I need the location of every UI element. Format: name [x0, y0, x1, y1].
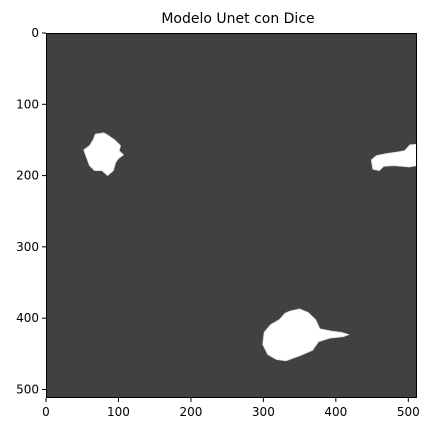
mask-region-right — [370, 143, 418, 172]
y-tick-label: 0 — [31, 26, 39, 40]
x-axis: 0 100 200 300 400 500 — [42, 398, 420, 419]
plot-area — [46, 33, 418, 398]
y-tick-label: 200 — [16, 169, 39, 183]
y-tick-label: 100 — [16, 97, 39, 111]
y-axis: 0 100 200 300 400 500 — [16, 26, 46, 396]
x-tick-label: 400 — [324, 405, 347, 419]
y-tick-label: 500 — [16, 382, 39, 396]
x-tick-label: 300 — [252, 405, 275, 419]
image-background — [46, 33, 417, 398]
y-tick-label: 400 — [16, 311, 39, 325]
mask-region-bottom — [262, 308, 350, 362]
x-tick-label: 0 — [42, 405, 50, 419]
plot-frame — [46, 33, 417, 398]
chart-title: Modelo Unet con Dice — [161, 11, 314, 27]
mask-regions — [83, 132, 418, 362]
y-tick-label: 300 — [16, 240, 39, 254]
mask-region-left — [83, 132, 124, 177]
x-tick-label: 500 — [397, 405, 420, 419]
x-tick-label: 200 — [179, 405, 202, 419]
x-tick-label: 100 — [107, 405, 130, 419]
